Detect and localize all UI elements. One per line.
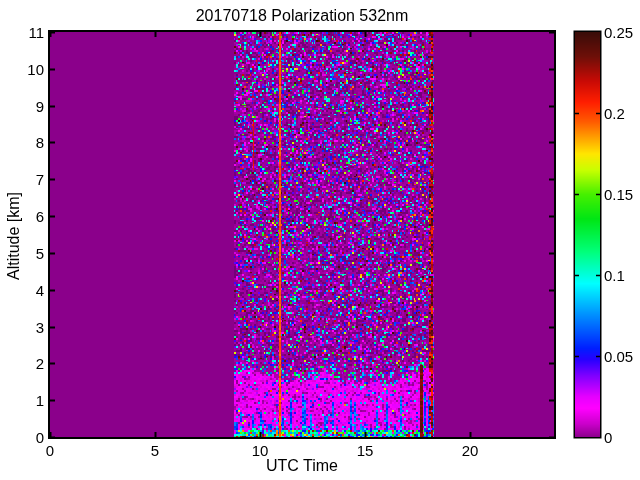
colorbar-tick-label: 0.05 (604, 348, 633, 365)
y-tick-label: 5 (4, 244, 44, 261)
x-tick-label: 5 (151, 442, 159, 459)
y-tick-label: 10 (4, 60, 44, 77)
y-tick-label: 7 (4, 171, 44, 188)
y-tick-label: 3 (4, 318, 44, 335)
colorbar-tick-label: 0 (604, 429, 612, 446)
y-tick-label: 1 (4, 392, 44, 409)
colorbar-tick-label: 0.1 (604, 267, 625, 284)
colorbar-tick-label: 0.25 (604, 24, 633, 41)
x-tick-label: 20 (462, 442, 479, 459)
y-tick-label: 4 (4, 281, 44, 298)
x-tick-label: 0 (46, 442, 54, 459)
chart-title: 20170718 Polarization 532nm (52, 7, 552, 25)
x-tick-label: 15 (357, 442, 374, 459)
figure: 20170718 Polarization 532nm UTC Time Alt… (0, 0, 640, 480)
x-tick-label: 10 (252, 442, 269, 459)
y-tick-label: 8 (4, 134, 44, 151)
y-tick-label: 11 (4, 24, 44, 41)
y-tick-label: 0 (4, 429, 44, 446)
colorbar-tick-label: 0.2 (604, 105, 625, 122)
heatmap-canvas (0, 0, 640, 480)
x-axis-label: UTC Time (52, 457, 552, 475)
y-tick-label: 9 (4, 97, 44, 114)
colorbar-tick-label: 0.15 (604, 186, 633, 203)
y-tick-label: 2 (4, 355, 44, 372)
y-tick-label: 6 (4, 208, 44, 225)
